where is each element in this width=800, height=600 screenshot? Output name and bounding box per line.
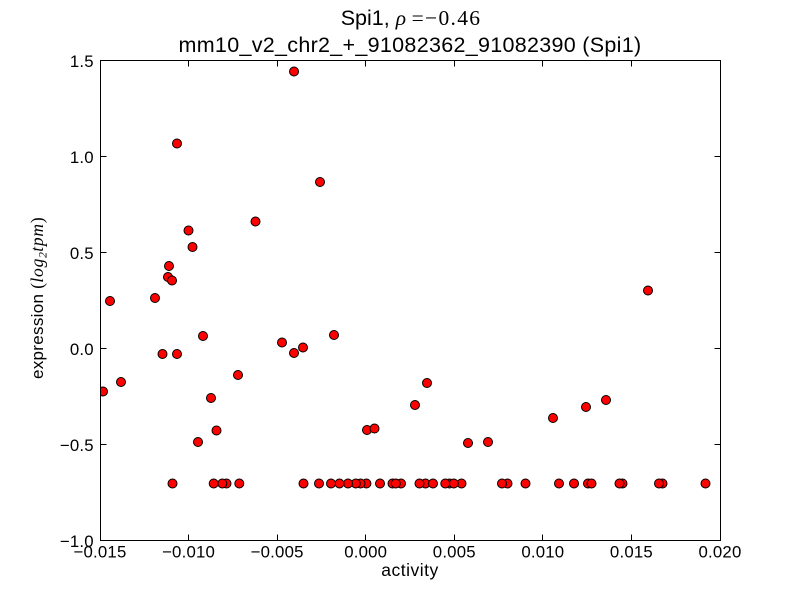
svg-text:activity: activity [381,560,438,580]
svg-text:expression (log2tpm): expression (log2tpm) [27,217,50,379]
svg-text:1.0: 1.0 [70,148,94,167]
svg-text:−0.010: −0.010 [162,543,215,562]
svg-text:0.015: 0.015 [610,543,653,562]
svg-text:0.005: 0.005 [433,543,476,562]
svg-text:mm10_v2_chr2_+_91082362_910823: mm10_v2_chr2_+_91082362_91082390 (Spi1) [179,33,642,57]
svg-text:0.5: 0.5 [70,244,94,263]
svg-text:Spi1, ρ =−0.46: Spi1, ρ =−0.46 [341,6,482,30]
svg-text:1.5: 1.5 [70,52,94,71]
svg-text:−0.5: −0.5 [60,436,94,455]
svg-text:−1.0: −1.0 [60,532,94,551]
svg-text:−0.015: −0.015 [74,543,127,562]
svg-text:0.000: 0.000 [344,543,387,562]
svg-text:0.020: 0.020 [699,543,742,562]
svg-text:−0.005: −0.005 [251,543,304,562]
svg-text:0.0: 0.0 [70,340,94,359]
svg-text:0.010: 0.010 [521,543,564,562]
